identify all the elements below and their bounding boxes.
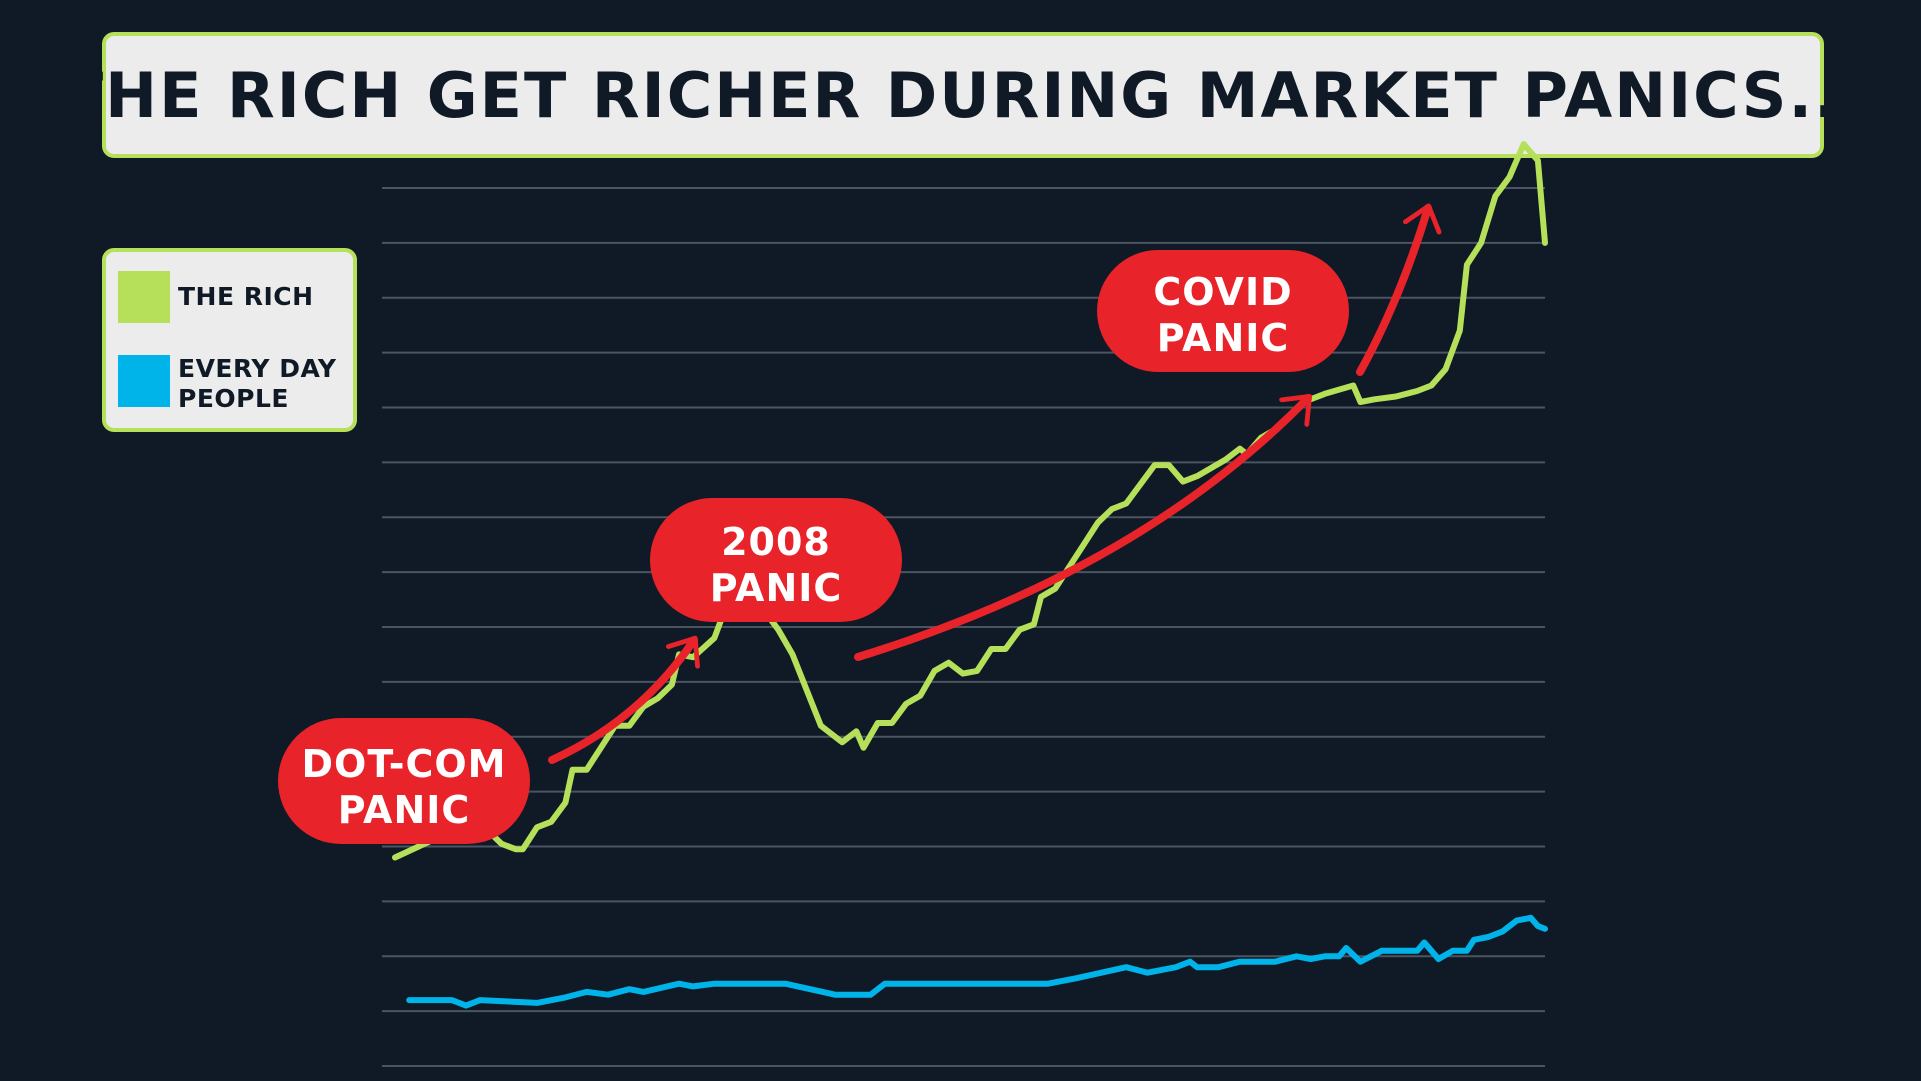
panic-callout-covid: COVID PANIC: [1097, 250, 1349, 372]
callout-dotcom-line2: PANIC: [338, 788, 471, 832]
gridlines: [382, 187, 1545, 1067]
callout-2008-line2: PANIC: [710, 566, 843, 610]
title-banner: THE RICH GET RICHER DURING MARKET PANICS…: [61, 32, 1863, 158]
legend-swatch-every-day-people: [118, 355, 170, 407]
series-line-every-day-people: [406, 914, 1548, 1009]
growth-arrows: [548, 208, 1428, 764]
callout-dotcom-line1: DOT-COM: [302, 742, 507, 786]
growth-arrow-2008: [854, 394, 1312, 661]
series-line-the-rich: [392, 141, 1548, 861]
callout-pill-2008: [650, 498, 902, 622]
legend-swatch-the-rich: [118, 271, 170, 323]
growth-arrow-covid: [1356, 208, 1428, 376]
callout-pill-covid: [1097, 250, 1349, 372]
chart-title: THE RICH GET RICHER DURING MARKET PANICS…: [60, 58, 1866, 132]
panic-callout-dotcom: DOT-COM PANIC: [278, 718, 530, 844]
series-lines: [392, 141, 1548, 1009]
callout-2008-line1: 2008: [721, 520, 831, 564]
panic-callout-2008: 2008 PANIC: [650, 498, 902, 622]
legend: THE RICH EVERY DAY PEOPLE: [102, 248, 357, 432]
legend-label-the-rich: THE RICH: [178, 282, 314, 311]
callout-covid-line1: COVID: [1153, 270, 1292, 314]
callout-covid-line2: PANIC: [1157, 316, 1290, 360]
legend-label-every-day-people: EVERY DAY PEOPLE: [178, 354, 337, 413]
growth-arrow-dotcom: [548, 640, 694, 764]
callout-pill-dotcom: [278, 718, 530, 844]
